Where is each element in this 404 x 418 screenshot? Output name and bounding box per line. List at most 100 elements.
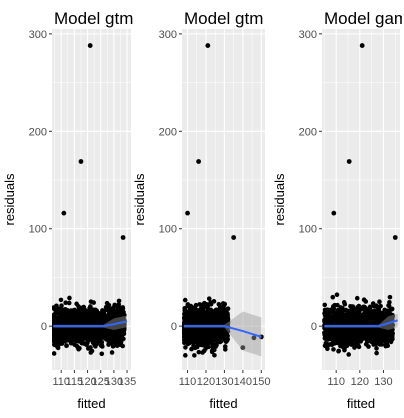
data-point (389, 324, 395, 330)
data-point (81, 304, 87, 310)
x-tick-label: 120 (351, 376, 369, 388)
data-point (119, 334, 125, 339)
data-point (89, 327, 95, 333)
data-point (97, 333, 103, 339)
chart-title: Model gtm (54, 9, 133, 28)
data-point (74, 343, 79, 349)
data-point (217, 316, 223, 322)
x-tick-label: 110 (179, 376, 197, 388)
data-point (215, 309, 221, 314)
data-point (99, 314, 104, 319)
smooth-confidence-band (183, 311, 262, 357)
data-point (196, 317, 202, 323)
data-point (351, 320, 357, 326)
data-point (87, 305, 92, 311)
data-point (106, 315, 112, 321)
data-point (63, 300, 68, 306)
data-point (58, 297, 64, 303)
data-point (214, 342, 219, 348)
x-tick-label: 130 (215, 376, 233, 388)
data-point (211, 328, 217, 333)
x-tick-label: 135 (118, 376, 136, 388)
data-point (344, 331, 350, 337)
data-point (206, 338, 212, 343)
data-point (185, 334, 191, 339)
data-point (224, 331, 230, 337)
data-point (69, 321, 75, 326)
outlier-point (359, 43, 365, 48)
data-point (108, 335, 113, 341)
x-axis-title: fitted (347, 396, 375, 411)
outlier-point (120, 235, 126, 240)
data-point (67, 317, 73, 322)
data-point (374, 346, 379, 351)
y-tick-label: 300 (299, 29, 317, 41)
y-axis-title: residuals (132, 173, 147, 226)
data-point (194, 344, 200, 350)
point-cloud (52, 295, 127, 357)
panel-3: 110 120 130 0 100 200 300 fitted residuals Model … (272, 9, 404, 411)
data-point (336, 339, 342, 344)
data-point (326, 313, 331, 319)
data-point (52, 333, 56, 338)
data-point (87, 319, 93, 324)
data-point (90, 317, 96, 322)
data-point (335, 302, 340, 308)
data-point (75, 318, 81, 324)
data-point (59, 341, 65, 346)
data-point (377, 299, 382, 304)
data-point (355, 342, 361, 348)
chart-title: Model gam (324, 9, 404, 28)
data-point (182, 330, 188, 335)
outlier-point (251, 335, 257, 341)
data-point (80, 313, 85, 319)
data-point (114, 338, 119, 343)
data-point (54, 303, 59, 309)
y-tick-label: 300 (159, 29, 177, 41)
data-point (352, 345, 357, 350)
y-axis-title: residuals (2, 173, 17, 226)
data-point (201, 321, 206, 326)
data-point (371, 327, 376, 333)
data-point (94, 327, 100, 333)
data-point (115, 331, 121, 336)
x-tick-label: 120 (197, 376, 215, 388)
data-point (376, 306, 381, 311)
data-point (109, 350, 115, 355)
data-point (358, 314, 364, 319)
data-point (183, 345, 188, 350)
data-point (224, 314, 230, 319)
data-point (211, 299, 217, 304)
data-point (89, 348, 95, 354)
data-point (69, 328, 75, 334)
data-point (383, 343, 388, 349)
data-point (203, 330, 209, 335)
data-point (188, 315, 194, 321)
data-point (356, 338, 361, 344)
data-point (385, 308, 390, 314)
data-point (327, 317, 332, 323)
data-point (81, 336, 87, 341)
data-point (101, 318, 106, 323)
outlier-point (61, 210, 67, 216)
data-point (182, 320, 188, 326)
data-point (104, 300, 110, 306)
data-point (347, 311, 352, 317)
data-point (90, 335, 95, 340)
data-point (360, 320, 366, 326)
data-point (386, 303, 391, 308)
data-point (322, 319, 327, 324)
data-point (387, 294, 393, 300)
data-point (199, 338, 205, 343)
data-point (84, 310, 90, 316)
y-tick-label: 100 (159, 224, 177, 236)
data-point (326, 308, 331, 313)
x-tick-label: 120 (78, 376, 96, 388)
data-point (89, 331, 94, 337)
data-point (187, 320, 193, 326)
data-point (182, 315, 188, 320)
data-point (188, 307, 193, 313)
data-point (111, 309, 117, 314)
data-point (330, 304, 336, 309)
data-point (337, 331, 343, 337)
